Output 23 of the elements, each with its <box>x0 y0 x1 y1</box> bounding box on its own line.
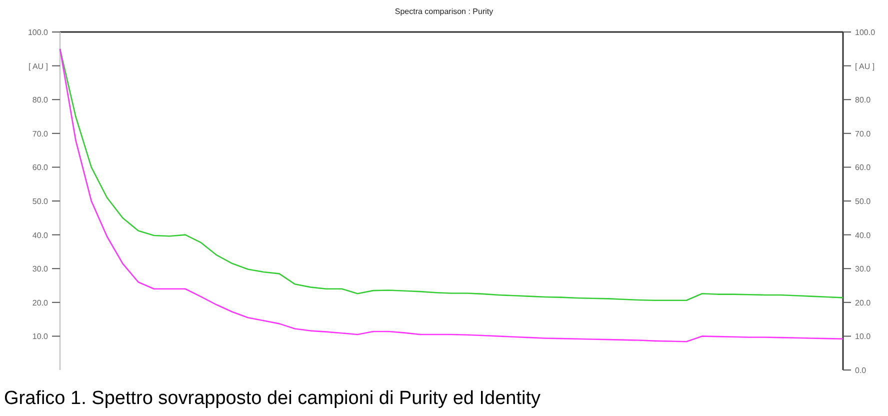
y2-tick-label: 0.0 <box>855 366 867 375</box>
y2-tick-label: 60.0 <box>855 163 872 172</box>
y-tick-label: 50.0 <box>32 197 49 206</box>
y-tick-label: 40.0 <box>32 230 49 240</box>
y-tick-label: [ AU ] <box>28 62 48 71</box>
y2-tick-label: 40.0 <box>855 230 872 240</box>
y-tick-label: 20.0 <box>32 298 49 308</box>
y-tick-label: 30.0 <box>32 264 49 274</box>
y-tick-label: 10.0 <box>32 332 49 342</box>
y-tick-label: 60.0 <box>32 163 49 172</box>
chart-title: Spectra comparison : Purity <box>394 7 494 16</box>
y2-tick-label: 100.0 <box>855 28 876 37</box>
y2-tick-label: 50.0 <box>855 197 872 206</box>
y-tick-label: 80.0 <box>32 96 49 105</box>
y2-tick-label: 10.0 <box>855 332 872 342</box>
y-tick-label: 100.0 <box>28 28 49 37</box>
y2-tick-label: 70.0 <box>855 129 872 138</box>
y2-tick-label: 30.0 <box>855 264 872 274</box>
text: Grafico 1. Spettro sovrapposto dei campioni di Purity ed Identity <box>4 388 541 409</box>
y2-tick-label: 80.0 <box>855 96 872 105</box>
y2-tick-label: [ AU ] <box>855 62 875 71</box>
y-tick-label: 70.0 <box>32 129 49 138</box>
y2-tick-label: 20.0 <box>855 298 872 308</box>
